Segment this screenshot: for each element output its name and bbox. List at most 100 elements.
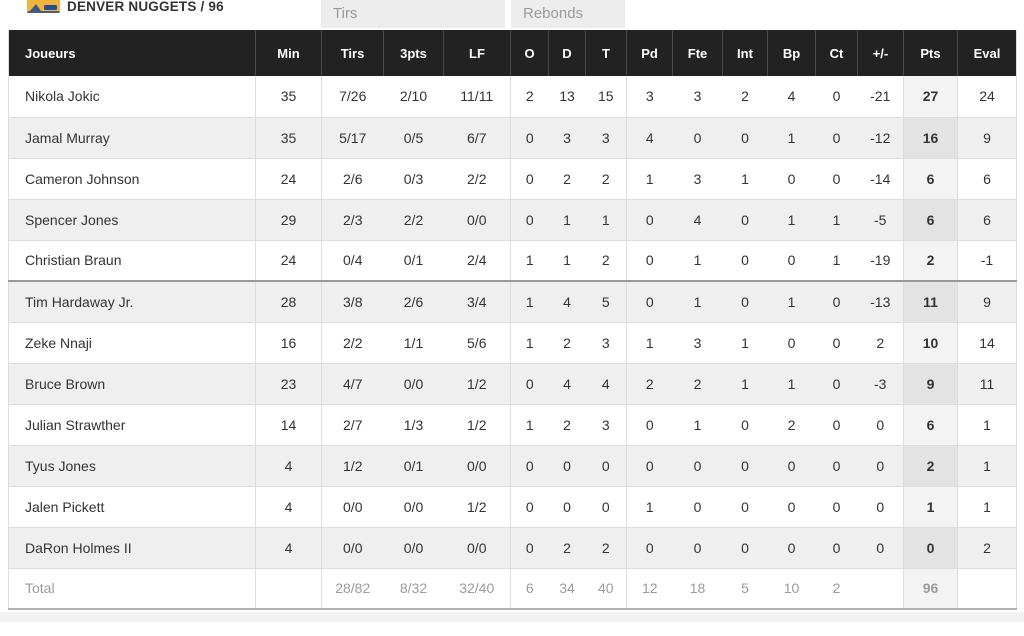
stat-cell-t: 1 — [585, 199, 627, 241]
stat-cell-int: 0 — [722, 527, 768, 569]
player-name-cell: Tim Hardaway Jr. — [8, 280, 256, 323]
stat-cell-tirs: 2/2 — [321, 322, 384, 364]
stat-cell-fte: 3 — [672, 322, 723, 364]
stat-cell-ct: 0 — [815, 445, 858, 487]
stat-cell-lf: 2/4 — [443, 240, 511, 282]
stat-cell-fte: 0 — [672, 527, 723, 569]
stat-cell-fte: 4 — [672, 199, 723, 241]
stat-cell-lf: 1/2 — [443, 404, 511, 446]
stat-cell-min: 28 — [255, 280, 322, 323]
col-header-t: T — [585, 30, 627, 76]
stat-cell-int: 2 — [722, 76, 768, 118]
col-header-int: Int — [722, 30, 768, 76]
stat-cell-pts: 6 — [903, 199, 958, 241]
stat-cell-pts: 1 — [903, 486, 958, 528]
player-name-cell: Jamal Murray — [8, 117, 256, 159]
stat-cell-col: 0 — [857, 486, 904, 528]
stat-cell-col — [857, 568, 904, 610]
stat-cell-d: 34 — [548, 568, 586, 610]
stat-cell-t: 5 — [585, 280, 627, 323]
col-header-ct: Ct — [815, 30, 858, 76]
stat-cell-ct: 0 — [815, 486, 858, 528]
team-logo-icon — [27, 0, 60, 13]
stat-cell-pts: 6 — [903, 404, 958, 446]
stat-cell-col: -5 — [857, 199, 904, 241]
stat-cell-3pts: 0/1 — [383, 445, 444, 487]
stat-cell-lf: 1/2 — [443, 363, 511, 405]
player-name-cell: Cameron Johnson — [8, 158, 256, 200]
stat-cell-pts: 0 — [903, 527, 958, 569]
player-row: Zeke Nnaji 16 2/2 1/1 5/6 1 2 3 1 3 1 0 0 2 10 14 — [8, 322, 1017, 364]
stat-cell-pd: 2 — [626, 363, 673, 405]
stat-cell-d: 13 — [548, 76, 586, 118]
stat-cell-ct: 0 — [815, 322, 858, 364]
stat-cell-int: 1 — [722, 363, 768, 405]
stat-cell-o: 0 — [510, 363, 549, 405]
stat-cell-d: 3 — [548, 117, 586, 159]
player-row: Bruce Brown 23 4/7 0/0 1/2 0 4 4 2 2 1 1 0 -3 9 11 — [8, 363, 1017, 405]
stat-cell-eval: 9 — [957, 117, 1017, 159]
stat-cell-d: 0 — [548, 486, 586, 528]
total-label-cell: Total — [8, 568, 256, 610]
stat-cell-d: 2 — [548, 527, 586, 569]
stat-cell-pd: 1 — [626, 322, 673, 364]
stat-cell-tirs: 2/3 — [321, 199, 384, 241]
stat-cell-eval — [957, 568, 1017, 610]
stat-cell-d: 2 — [548, 322, 586, 364]
stat-cell-pd: 12 — [626, 568, 673, 610]
stat-cell-o: 0 — [510, 445, 549, 487]
stat-cell-eval: -1 — [957, 240, 1017, 282]
stat-cell-tirs: 0/0 — [321, 486, 384, 528]
stat-cell-min: 35 — [255, 76, 322, 118]
stat-cell-bp: 0 — [767, 158, 816, 200]
stat-cell-fte: 1 — [672, 280, 723, 323]
stat-cell-3pts: 8/32 — [383, 568, 444, 610]
stat-cell-tirs: 7/26 — [321, 76, 384, 118]
stat-cell-pd: 3 — [626, 76, 673, 118]
stat-cell-col: 0 — [857, 527, 904, 569]
group-label-rebounds[interactable]: Rebonds — [511, 0, 625, 28]
player-name-cell: Bruce Brown — [8, 363, 256, 405]
stat-cell-min: 29 — [255, 199, 322, 241]
stat-cell-o: 0 — [510, 117, 549, 159]
stat-cell-pd: 0 — [626, 280, 673, 323]
stat-cell-int: 0 — [722, 199, 768, 241]
stat-cell-int: 1 — [722, 158, 768, 200]
stat-cell-tirs: 4/7 — [321, 363, 384, 405]
group-label-shots[interactable]: Tirs — [321, 0, 505, 28]
stat-cell-fte: 2 — [672, 363, 723, 405]
stat-cell-tirs: 0/0 — [321, 527, 384, 569]
stat-cell-3pts: 0/0 — [383, 527, 444, 569]
stat-cell-t: 3 — [585, 404, 627, 446]
stat-cell-o: 0 — [510, 527, 549, 569]
stat-cell-t: 0 — [585, 445, 627, 487]
player-row: Tyus Jones 4 1/2 0/1 0/0 0 0 0 0 0 0 0 0 0 2 1 — [8, 445, 1017, 487]
stat-cell-min: 24 — [255, 240, 322, 282]
stat-cell-min: 4 — [255, 445, 322, 487]
stat-cell-d: 0 — [548, 445, 586, 487]
stat-cell-col: -12 — [857, 117, 904, 159]
player-name-cell: Tyus Jones — [8, 445, 256, 487]
stat-cell-ct: 0 — [815, 527, 858, 569]
stat-cell-tirs: 3/8 — [321, 280, 384, 323]
stat-cell-3pts: 1/3 — [383, 404, 444, 446]
player-name-cell: DaRon Holmes II — [8, 527, 256, 569]
stat-cell-eval: 11 — [957, 363, 1017, 405]
stat-cell-pd: 0 — [626, 199, 673, 241]
col-header-col: +/- — [857, 30, 904, 76]
stat-cell-col: -13 — [857, 280, 904, 323]
stat-cell-bp: 0 — [767, 322, 816, 364]
stat-cell-3pts: 2/6 — [383, 280, 444, 323]
stat-cell-col: 0 — [857, 445, 904, 487]
stat-cell-t: 40 — [585, 568, 627, 610]
box-score-table: Joueurs Min Tirs 3pts LF O D T Pd Fte Int Bp Ct +/- Pt… — [8, 30, 1017, 610]
stat-cell-d: 1 — [548, 240, 586, 282]
col-header-pts: Pts — [903, 30, 958, 76]
stat-cell-t: 15 — [585, 76, 627, 118]
stat-cell-pts: 10 — [903, 322, 958, 364]
stat-cell-lf: 1/2 — [443, 486, 511, 528]
col-header-bp: Bp — [767, 30, 816, 76]
stat-cell-min — [255, 568, 322, 610]
stat-cell-int: 0 — [722, 404, 768, 446]
col-header-fte: Fte — [672, 30, 723, 76]
